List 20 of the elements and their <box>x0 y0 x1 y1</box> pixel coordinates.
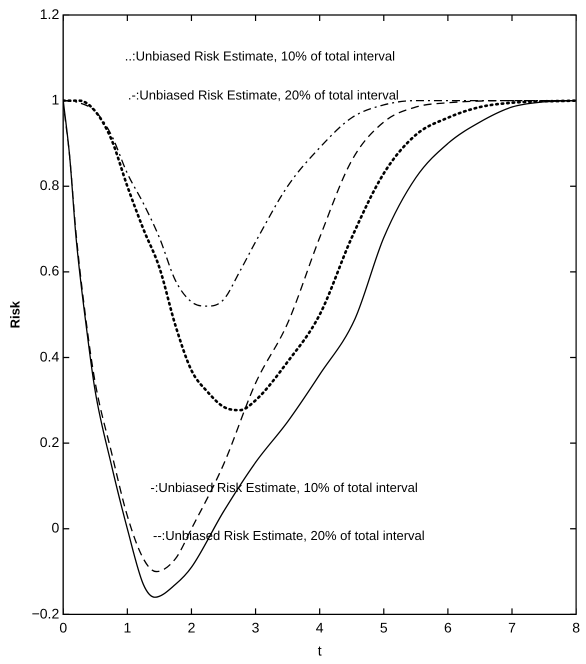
y-axis-title: Risk <box>7 300 22 328</box>
y-tick-label: 0.8 <box>40 177 60 194</box>
annotation: .-:Unbiased Risk Estimate, 20% of total interval <box>128 87 399 102</box>
y-tick-label: 0 <box>51 520 60 536</box>
y-tick-label: 0.6 <box>40 262 60 279</box>
y-tick-label: 0.2 <box>40 434 60 450</box>
x-axis-title: t <box>318 642 322 658</box>
x-tick-label: 2 <box>188 620 196 636</box>
x-tick-label: 5 <box>380 620 388 636</box>
annotation: ..:Unbiased Risk Estimate, 10% of total interval <box>124 48 396 64</box>
y-tick-label: 1 <box>51 91 60 108</box>
y-tick-label: −0.2 <box>32 605 60 622</box>
x-tick-label: 8 <box>572 620 580 636</box>
x-tick-label: 4 <box>316 620 324 636</box>
x-tick-label: 1 <box>123 620 132 636</box>
x-tick-label: 6 <box>444 620 452 636</box>
y-tick-label: 1.2 <box>40 6 60 22</box>
x-tick-label: 7 <box>508 620 516 636</box>
x-tick-label: 3 <box>252 620 260 636</box>
y-tick-label: 0.4 <box>40 348 60 364</box>
